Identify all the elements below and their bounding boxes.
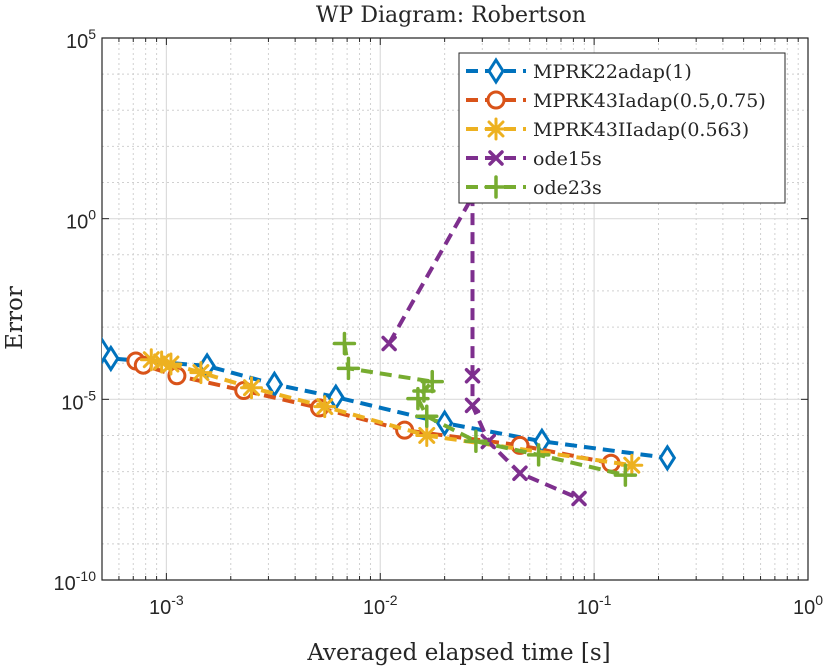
data-point-ode23s	[613, 463, 638, 487]
data-point-ode23s	[415, 404, 439, 429]
series-mprk43iadap-0-5-0-75	[126, 351, 621, 473]
legend-entry-mprk22adap-1: MPRK22adap(1)	[466, 57, 692, 85]
data-point-mprk43iiadap-0-563-stroke	[418, 426, 436, 444]
y-tick-label: 100	[66, 207, 96, 234]
data-point-ode15s-stroke	[381, 335, 397, 352]
data-point-ode23s	[332, 331, 357, 356]
y-axis-label: Error	[2, 286, 28, 350]
series-line-ode23s	[342, 343, 626, 478]
data-point-ode23s	[336, 356, 361, 381]
data-point-ode15s	[464, 367, 481, 384]
minor-grid	[101, 38, 808, 580]
legend-entry-ode15s: ode15s	[466, 148, 602, 170]
data-point-ode15s	[480, 433, 497, 450]
data-point-mprk43iiadap-0-563	[415, 423, 439, 447]
x-tick-label: 10-1	[577, 592, 612, 619]
series-mprk43iiadap-0-563	[139, 348, 644, 477]
legend-label-ode23s: ode23s	[533, 177, 602, 199]
legend-label-mprk43iiadap-0-563: MPRK43IIadap(0.563)	[533, 119, 749, 141]
legend-marker-ode15s-stroke	[488, 150, 504, 166]
y-tick-label: 105	[66, 26, 96, 53]
data-point-ode15s-stroke	[480, 433, 497, 450]
data-point-mprk43iiadap-0-563-stroke	[242, 379, 260, 397]
data-point-mprk43iiadap-0-563	[189, 361, 213, 385]
chart-title: WP Diagram: Robertson	[316, 3, 586, 28]
y-tick-label: 10-10	[54, 568, 97, 595]
x-tick-label: 10-3	[149, 592, 184, 619]
series-ode23s	[332, 331, 638, 487]
data-point-ode15s	[512, 465, 528, 482]
axes-frame	[101, 37, 809, 581]
data-point-ode23s	[464, 429, 488, 454]
legend-label-mprk22adap-1: MPRK22adap(1)	[533, 61, 692, 83]
data-point-ode15s	[464, 397, 481, 414]
data-point-ode15s	[381, 335, 397, 352]
legend-marker-ode23s	[484, 175, 508, 199]
data-point-mprk43iiadap-0-563	[159, 352, 183, 376]
data-point-ode15s	[571, 490, 587, 507]
data-point-ode15s-stroke	[464, 367, 481, 384]
data-point-mprk22adap-1	[658, 444, 677, 472]
x-tick-label: 10-2	[363, 592, 398, 619]
series-line-mprk43iiadap-0-563	[150, 357, 633, 468]
data-point-ode15s-stroke	[571, 490, 587, 507]
legend-entry-mprk43iadap-0-5-0-75: MPRK43Iadap(0.5,0.75)	[466, 90, 766, 112]
legend-marker-mprk43iiadap-0-563-stroke	[487, 120, 505, 138]
data-point-ode15s-stroke	[464, 397, 481, 414]
data-point-mprk43iiadap-0-563-stroke	[192, 364, 210, 382]
data-point-ode15s-stroke	[512, 465, 528, 482]
legend-marker-mprk22adap-1	[487, 57, 505, 85]
data-point-ode23s	[526, 443, 551, 467]
legend-marker-mprk43iadap-0-5-0-75	[486, 90, 506, 110]
legend-entry-mprk43iiadap-0-563: MPRK43IIadap(0.563)	[466, 117, 749, 141]
legend-entry-ode23s: ode23s	[466, 175, 602, 199]
data-point-mprk22adap-1	[265, 370, 284, 399]
legend-marker-ode15s	[488, 150, 504, 166]
data-point-mprk43iiadap-0-563	[239, 376, 263, 400]
legend-label-mprk43iadap-0-5-0-75: MPRK43Iadap(0.5,0.75)	[533, 90, 766, 112]
data-point-ode23s	[406, 386, 430, 411]
x-axis-label: Averaged elapsed time [s]	[306, 640, 610, 666]
legend-label-ode15s: ode15s	[533, 148, 602, 170]
data-point-mprk43iiadap-0-563-stroke	[162, 355, 180, 373]
data-point-mprk43iiadap-0-563-stroke	[316, 398, 334, 416]
data-point-mprk43iiadap-0-563	[313, 395, 337, 419]
legend-marker-mprk43iiadap-0-563	[484, 117, 508, 141]
y-tick-label: 10-5	[61, 387, 96, 414]
x-tick-label: 100	[793, 592, 823, 619]
data-point-mprk22adap-1	[102, 344, 120, 373]
